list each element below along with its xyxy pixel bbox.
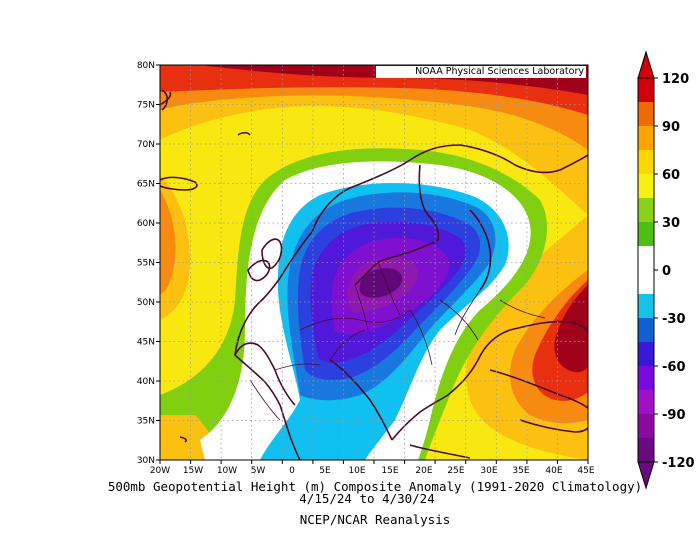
colorbar-swatch [638,318,654,342]
lon-label: 15E [381,466,398,476]
axis-ticks [156,64,589,464]
field-darkpurple-core [359,268,403,298]
lat-label: 70N [137,140,155,150]
colorbar-swatch [638,270,654,294]
lon-label: 0 [289,466,295,476]
colorbar-swatch [638,78,654,102]
field-orange-west [160,190,176,295]
lat-label: 60N [137,219,155,229]
lat-label: 45N [137,338,155,348]
lon-label: 10E [348,466,365,476]
colorbar-swatch [638,294,654,318]
colorbar-swatch [638,222,654,246]
colorbar-swatch [638,198,654,222]
lon-label: 45E [577,466,594,476]
field-darkred-east [554,285,588,373]
colorbar-swatch [638,126,654,150]
colorbar-label: -120 [662,456,695,471]
lon-label: 15W [183,466,203,476]
colorbar-swatch [638,174,654,198]
date-range: 4/15/24 to 4/30/24 [299,491,435,506]
lon-label: 20W [150,466,170,476]
colorbar-label: 30 [662,216,680,231]
source-label: NOAA Physical Sciences Laboratory [376,66,586,78]
lat-label: 65N [137,180,155,190]
colorbar-label: 120 [662,72,689,87]
colorbar-swatch [638,366,654,390]
lon-label: 5W [251,466,266,476]
lon-label: 20E [415,466,432,476]
lon-label: 10W [217,466,237,476]
colorbar-label: -60 [662,360,686,375]
lat-label: 35N [137,417,155,427]
lat-label: 55N [137,259,155,269]
colorbar-swatch [638,150,654,174]
colorbar-ticks [654,77,658,463]
colorbar-label: -90 [662,408,686,423]
lat-label: 30N [137,456,155,466]
graticule [160,65,588,460]
colorbar-swatch [638,390,654,414]
lat-label: 75N [137,101,155,111]
lon-label: 30E [480,466,497,476]
lon-label: 35E [512,466,529,476]
colorbar-swatch [638,438,654,462]
colorbar-swatch [638,342,654,366]
country-borders [249,261,546,421]
longitude-labels: 20W 15W 10W 5W 0 5E 10E 15E 20E 25E 30E … [150,466,595,476]
lon-label: 25E [447,466,464,476]
colorbar-label: 0 [662,264,671,279]
figure-title: 500mb Geopotential Height (m) Composite … [107,479,643,494]
colorbar: 120 90 60 30 0 -30 -60 -90 -120 [637,50,695,490]
map-field [160,65,588,460]
latitude-labels: 80N 75N 70N 65N 60N 55N 50N 45N 40N 35N … [137,61,155,466]
colorbar-labels: 120 90 60 30 0 -30 -60 -90 -120 [662,72,695,471]
lon-label: 5E [319,466,331,476]
colorbar-swatch [638,246,654,270]
lat-label: 80N [137,61,155,71]
colorbar-top-arrow [637,50,655,79]
colorbar-label: 60 [662,168,680,183]
colorbar-label: -30 [662,312,686,327]
lat-label: 40N [137,377,155,387]
colorbar-label: 90 [662,120,680,135]
colorbar-swatch [638,414,654,438]
data-source: NCEP/NCAR Reanalysis [299,512,451,527]
lon-label: 40E [545,466,562,476]
colorbar-swatch [638,102,654,126]
lat-label: 50N [137,298,155,308]
